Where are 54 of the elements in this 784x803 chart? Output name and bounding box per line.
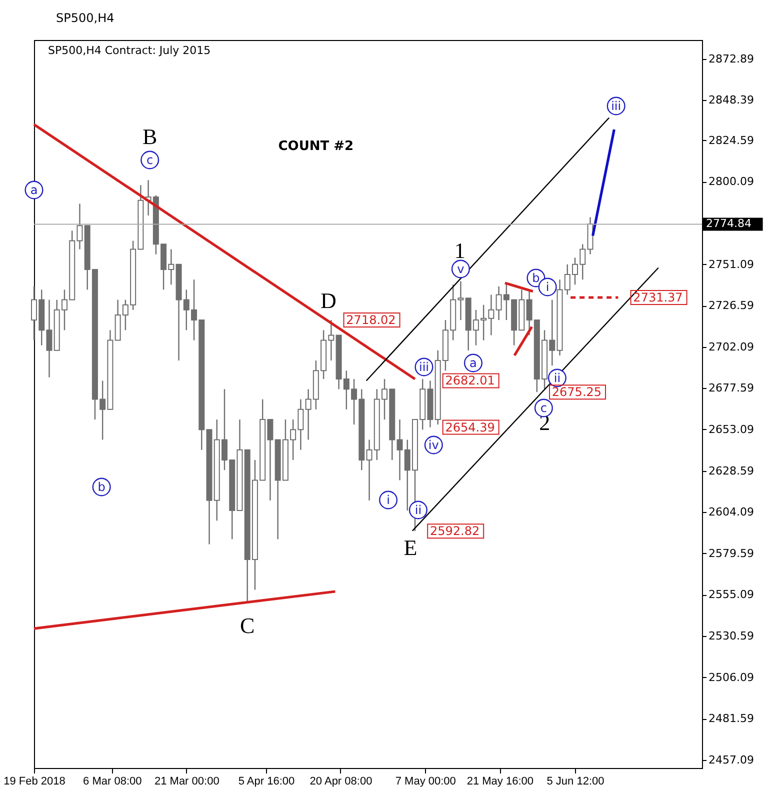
y-tick-label: 2702.09	[708, 340, 754, 354]
x-tick-label: 6 Mar 08:00	[83, 776, 142, 788]
y-tick-label: 2653.09	[708, 422, 754, 436]
annotation: i	[386, 493, 390, 507]
x-tick-label: 21 Mar 00:00	[154, 776, 220, 788]
annotation: 2718.02	[346, 313, 396, 328]
annotation: 2592.82	[430, 524, 480, 538]
annotation: C	[240, 613, 255, 638]
y-tick-label: 2579.59	[708, 546, 754, 560]
annotation: ii	[554, 371, 561, 385]
annotation: COUNT #2	[278, 139, 354, 154]
y-tick-label: 2824.59	[708, 134, 754, 147]
chart-subtitle: SP500,H4 Contract: July 2015	[48, 44, 211, 57]
y-tick-label: 2530.59	[708, 630, 754, 643]
annotation: ii	[414, 503, 422, 517]
annotation: iii	[418, 360, 429, 374]
y-tick-label: 2555.09	[708, 588, 754, 602]
annotation: c	[146, 153, 154, 167]
y-tick-label: 2604.09	[708, 506, 754, 519]
annotation: v	[457, 262, 464, 276]
y-tick-label: 2677.59	[708, 382, 754, 395]
y-tick-label: 2872.89	[708, 52, 754, 66]
y-tick-label: 2848.39	[708, 94, 754, 107]
annotation: c	[540, 401, 547, 415]
annotation: E	[404, 535, 418, 560]
x-tick-label: 5 Jun 12:00	[546, 776, 604, 788]
y-tick-label: 2481.59	[708, 712, 754, 726]
y-tick-label: 2726.59	[708, 299, 754, 312]
chart-title: SP500,H4	[56, 11, 114, 25]
annotation: 2675.25	[552, 385, 602, 400]
annotation: 2654.39	[445, 420, 495, 434]
x-tick-label: 7 May 00:00	[395, 776, 456, 788]
annotation: 2731.37	[633, 290, 683, 304]
y-tick-label: 2628.59	[708, 464, 754, 478]
annotation: D	[320, 288, 336, 313]
y-tick-label: 2457.09	[708, 753, 754, 766]
annotation: iii	[611, 99, 622, 113]
x-tick-label: 21 May 16:00	[466, 776, 534, 788]
x-tick-label: 20 Apr 08:00	[310, 776, 372, 788]
x-tick-label: 5 Apr 16:00	[238, 776, 295, 788]
ref-line-label: 2774.84	[706, 217, 752, 230]
annotation: a	[470, 356, 477, 370]
annotation: b	[98, 480, 106, 494]
annotation: 2682.01	[445, 374, 495, 388]
x-tick-label: 19 Feb 2018	[4, 776, 66, 788]
annotation: iv	[428, 438, 439, 452]
annotation: a	[30, 183, 38, 197]
annotation: i	[546, 280, 550, 294]
y-tick-label: 2800.09	[708, 175, 754, 188]
annotation: b	[532, 271, 540, 285]
annotation: B	[142, 124, 158, 149]
y-tick-label: 2506.09	[708, 670, 754, 684]
annotation: 1	[454, 238, 466, 263]
y-tick-label: 2751.09	[708, 258, 754, 271]
